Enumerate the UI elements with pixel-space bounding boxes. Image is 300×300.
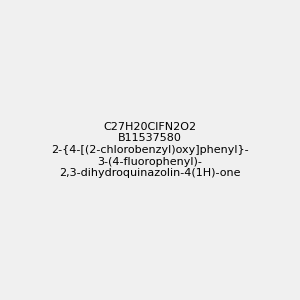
Text: C27H20ClFN2O2
B11537580
2-{4-[(2-chlorobenzyl)oxy]phenyl}-
3-(4-fluorophenyl)-
2: C27H20ClFN2O2 B11537580 2-{4-[(2-chlorob… [51, 122, 249, 178]
